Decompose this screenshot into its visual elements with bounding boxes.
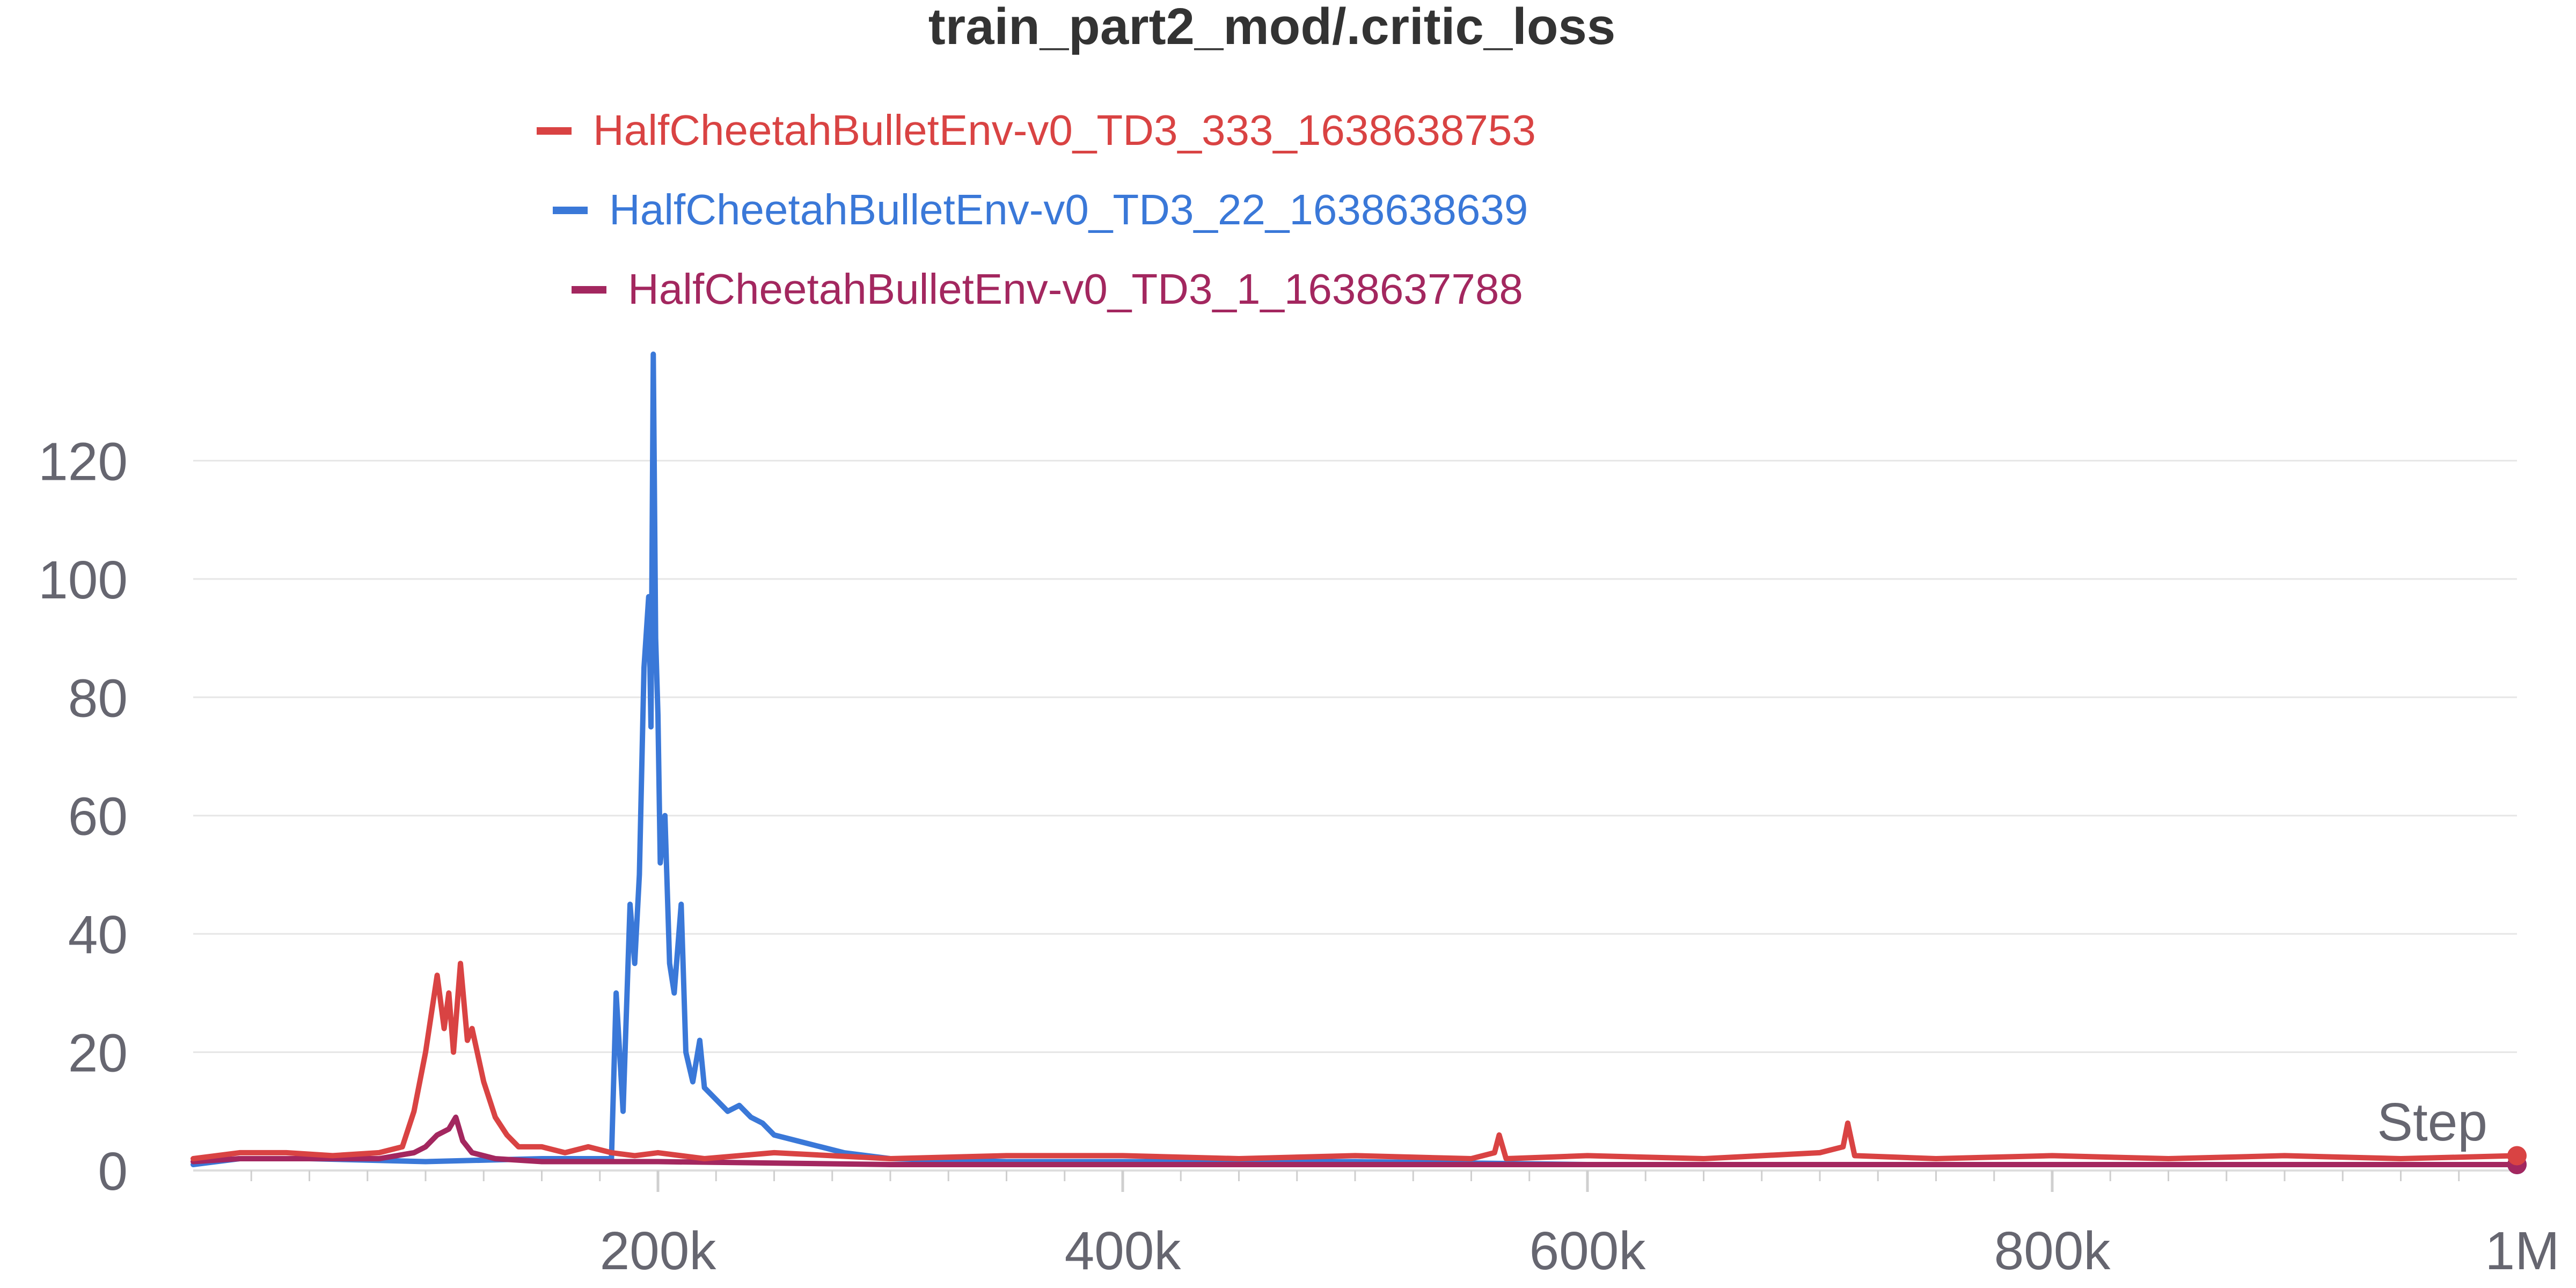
series-line-1 <box>191 961 2520 1161</box>
x-tick-label: 400k <box>1065 1221 1182 1281</box>
legend-item-2[interactable]: HalfCheetahBulletEnv-v0_TD3_22_163863863… <box>553 186 1528 233</box>
x-axis-ticks: 200k 400k 600k 800k 1M <box>250 1170 2560 1281</box>
legend: HalfCheetahBulletEnv-v0_TD3_333_16386387… <box>537 106 1536 313</box>
legend-item-3[interactable]: HalfCheetahBulletEnv-v0_TD3_1_1638637788 <box>572 265 1523 313</box>
chart-title: train_part2_mod/.critic_loss <box>928 0 1615 55</box>
plot-area <box>191 352 2527 1174</box>
grid-lines <box>193 459 2517 1172</box>
x-tick-label: 800k <box>1994 1221 2111 1281</box>
legend-label-1: HalfCheetahBulletEnv-v0_TD3_333_16386387… <box>593 106 1536 154</box>
series-end-point-1 <box>2507 1146 2527 1166</box>
legend-item-1[interactable]: HalfCheetahBulletEnv-v0_TD3_333_16386387… <box>537 106 1536 154</box>
y-tick-label: 60 <box>68 787 128 847</box>
y-axis-ticks: 0 20 40 60 80 100 120 <box>38 431 128 1202</box>
y-tick-label: 100 <box>38 550 128 610</box>
y-tick-label: 0 <box>98 1141 128 1202</box>
x-tick-label: 200k <box>600 1221 717 1281</box>
x-axis-label: Step <box>2377 1092 2487 1152</box>
legend-label-2: HalfCheetahBulletEnv-v0_TD3_22_163863863… <box>609 186 1528 233</box>
legend-label-3: HalfCheetahBulletEnv-v0_TD3_1_1638637788 <box>628 265 1523 313</box>
x-tick-label: 600k <box>1529 1221 1646 1281</box>
x-tick-label: 1M <box>2485 1221 2560 1281</box>
series-line-3 <box>191 1114 2520 1167</box>
y-tick-label: 80 <box>68 668 128 728</box>
y-tick-label: 40 <box>68 905 128 965</box>
series-line-2 <box>191 352 2520 1167</box>
y-tick-label: 120 <box>38 431 128 492</box>
y-tick-label: 20 <box>68 1023 128 1084</box>
